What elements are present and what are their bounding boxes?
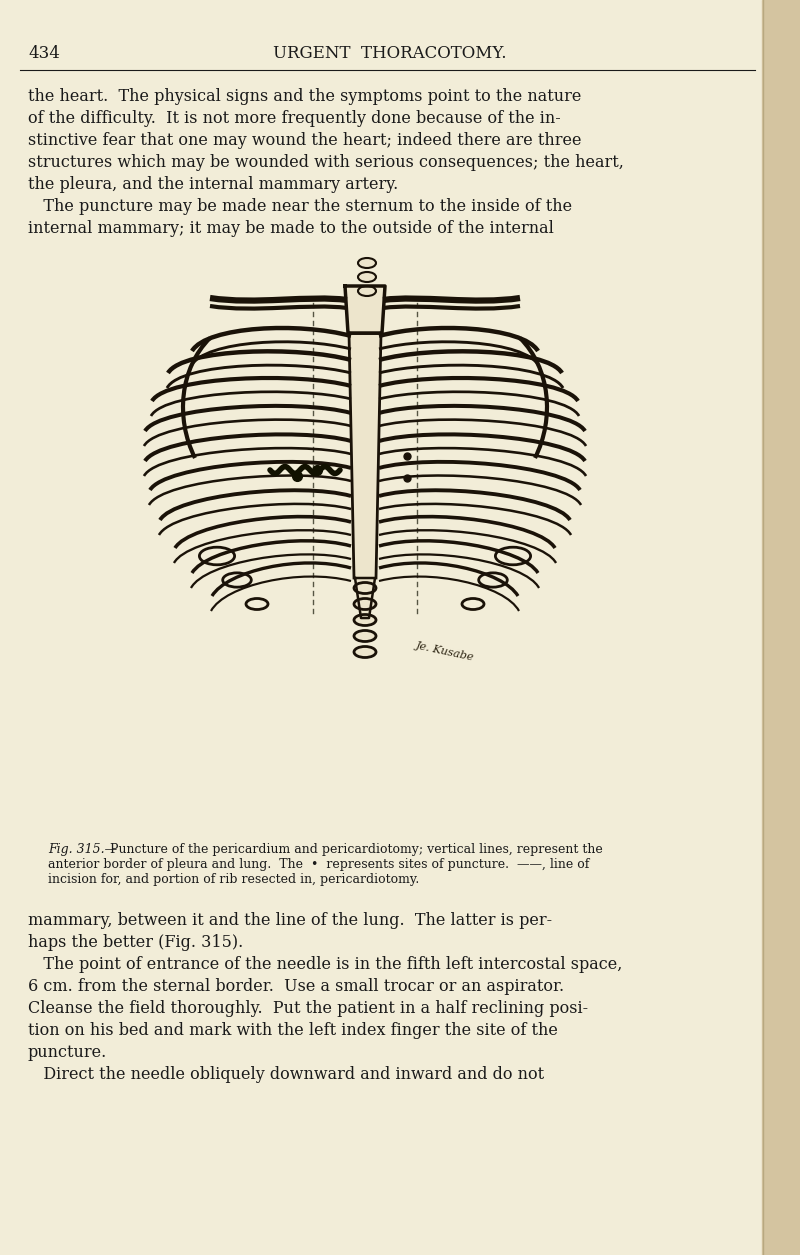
Text: The point of entrance of the needle is in the fifth left intercostal space,: The point of entrance of the needle is i… [28,956,622,973]
Polygon shape [345,286,385,333]
Text: Puncture of the pericardium and pericardiotomy; vertical lines, represent the: Puncture of the pericardium and pericard… [110,843,602,856]
Text: URGENT  THORACOTOMY.: URGENT THORACOTOMY. [274,45,506,61]
Text: tion on his bed and mark with the left index finger the site of the: tion on his bed and mark with the left i… [28,1022,558,1039]
Polygon shape [355,579,375,617]
Ellipse shape [358,272,376,282]
Text: 6 cm. from the sternal border.  Use a small trocar or an aspirator.: 6 cm. from the sternal border. Use a sma… [28,978,564,995]
Ellipse shape [354,646,376,658]
Text: Direct the needle obliquely downward and inward and do not: Direct the needle obliquely downward and… [28,1065,544,1083]
Text: stinctive fear that one may wound the heart; indeed there are three: stinctive fear that one may wound the he… [28,132,582,149]
Text: Cleanse the field thoroughly.  Put the patient in a half reclining posi-: Cleanse the field thoroughly. Put the pa… [28,1000,588,1017]
Ellipse shape [354,615,376,625]
Text: Je. Kusabe: Je. Kusabe [415,640,475,663]
Text: The puncture may be made near the sternum to the inside of the: The puncture may be made near the sternu… [28,198,572,215]
Text: structures which may be wounded with serious consequences; the heart,: structures which may be wounded with ser… [28,154,624,171]
Ellipse shape [358,286,376,296]
Text: puncture.: puncture. [28,1044,107,1060]
Text: mammary, between it and the line of the lung.  The latter is per-: mammary, between it and the line of the … [28,912,552,929]
Text: Fig. 315.—: Fig. 315.— [48,843,117,856]
Text: anterior border of pleura and lung.  The  •  represents sites of puncture.  ——, : anterior border of pleura and lung. The … [48,858,590,871]
Bar [762,0,800,1255]
Ellipse shape [354,599,376,610]
Text: incision for, and portion of rib resected in, pericardiotomy.: incision for, and portion of rib resecte… [48,873,419,886]
Polygon shape [349,333,381,579]
Text: haps the better (Fig. 315).: haps the better (Fig. 315). [28,934,243,951]
Text: internal mammary; it may be made to the outside of the internal: internal mammary; it may be made to the … [28,220,554,237]
Text: the pleura, and the internal mammary artery.: the pleura, and the internal mammary art… [28,176,398,193]
Text: of the difficulty.  It is not more frequently done because of the in-: of the difficulty. It is not more freque… [28,110,561,127]
Text: 434: 434 [28,45,60,61]
Ellipse shape [354,630,376,641]
Ellipse shape [358,259,376,269]
Text: the heart.  The physical signs and the symptoms point to the nature: the heart. The physical signs and the sy… [28,88,582,105]
Ellipse shape [354,582,376,594]
